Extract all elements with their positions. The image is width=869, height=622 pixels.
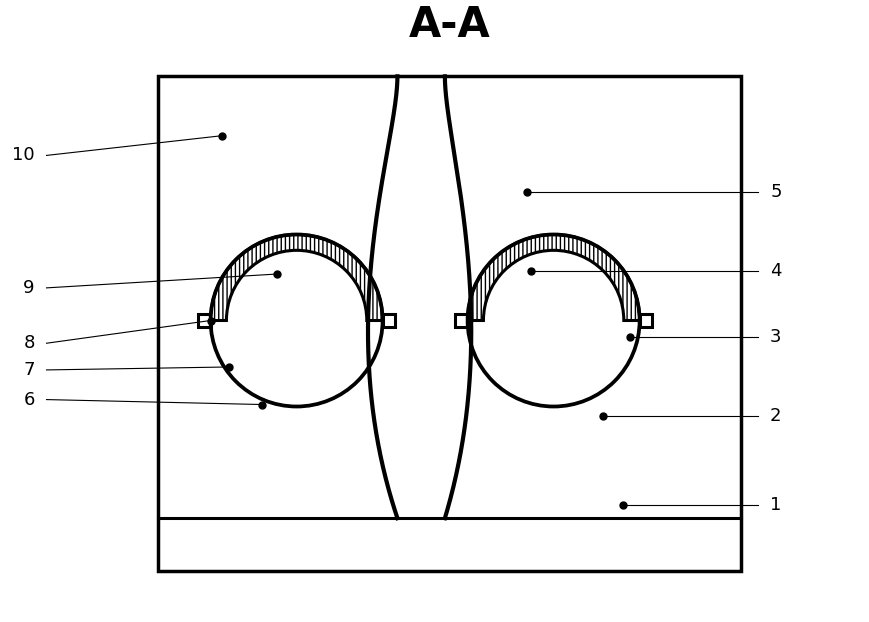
Bar — [454, 314, 468, 327]
Text: 7: 7 — [23, 361, 35, 379]
Text: 9: 9 — [23, 279, 35, 297]
Circle shape — [468, 234, 640, 407]
Text: 4: 4 — [770, 262, 781, 280]
Circle shape — [210, 234, 382, 407]
Bar — [158, 77, 425, 518]
Polygon shape — [368, 77, 471, 518]
Bar — [158, 518, 741, 570]
Bar — [158, 77, 741, 570]
Bar — [425, 77, 741, 518]
Text: 3: 3 — [770, 328, 781, 346]
Wedge shape — [468, 234, 640, 320]
Text: A-A: A-A — [409, 4, 491, 46]
Text: 6: 6 — [23, 391, 35, 409]
Text: 8: 8 — [23, 334, 35, 352]
Text: 5: 5 — [770, 183, 781, 201]
Text: 10: 10 — [12, 146, 35, 164]
Bar — [640, 314, 653, 327]
Wedge shape — [210, 234, 382, 320]
Bar — [382, 314, 395, 327]
Text: 1: 1 — [770, 496, 781, 514]
Text: 2: 2 — [770, 407, 781, 425]
Bar — [198, 314, 210, 327]
